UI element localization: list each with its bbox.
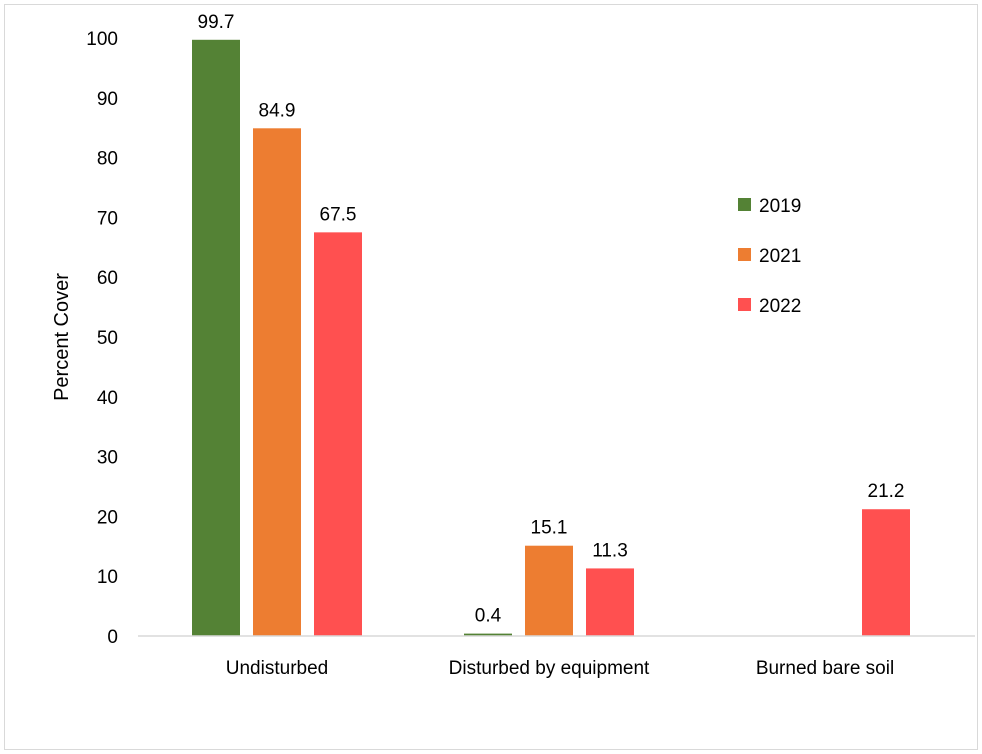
legend-swatch-2021 xyxy=(738,248,751,261)
y-tick-label-100: 100 xyxy=(86,29,118,50)
category-label-1: Disturbed by equipment xyxy=(449,658,650,679)
bar-2022-0 xyxy=(314,232,362,636)
y-tick-label-30: 30 xyxy=(97,448,118,469)
data-label-2022-0: 67.5 xyxy=(320,204,357,225)
legend-label-2022: 2022 xyxy=(759,296,801,317)
legend: 2019 2021 2022 xyxy=(738,196,801,317)
y-tick-label-60: 60 xyxy=(97,268,118,289)
bar-2022-1 xyxy=(586,568,634,636)
data-label-2022-2: 21.2 xyxy=(868,481,905,502)
data-labels: 99.7 84.9 67.5 0.4 15.1 11.3 21.2 xyxy=(198,12,905,627)
y-tick-label-70: 70 xyxy=(97,208,118,229)
bar-2019-0 xyxy=(192,39,240,636)
y-tick-label-0: 0 xyxy=(107,627,118,648)
y-tick-label-40: 40 xyxy=(97,388,118,409)
y-tick-label-20: 20 xyxy=(97,507,118,528)
data-label-2022-1: 11.3 xyxy=(592,540,628,561)
category-label-0: Undisturbed xyxy=(226,658,328,679)
legend-swatch-2019 xyxy=(738,198,751,211)
bar-chart: Percent Cover 0 10 20 30 40 50 60 70 80 90 100 99.… xyxy=(51,12,975,679)
data-label-2019-1: 0.4 xyxy=(475,606,502,627)
data-label-2021-0: 84.9 xyxy=(259,100,296,121)
y-axis-title: Percent Cover xyxy=(51,273,73,401)
y-tick-label-80: 80 xyxy=(97,149,118,170)
bar-2021-1 xyxy=(525,545,573,636)
category-label-2: Burned bare soil xyxy=(756,658,894,679)
y-axis-ticks: 0 10 20 30 40 50 60 70 80 90 100 xyxy=(86,29,118,648)
y-tick-label-90: 90 xyxy=(97,89,118,110)
y-tick-label-10: 10 xyxy=(97,567,118,588)
data-label-2021-1: 15.1 xyxy=(531,518,568,539)
chart-frame: Percent Cover 0 10 20 30 40 50 60 70 80 90 100 99.… xyxy=(4,4,978,750)
category-labels: Undisturbed Disturbed by equipment Burned … xyxy=(226,658,894,679)
legend-label-2019: 2019 xyxy=(759,196,801,217)
bar-2019-1 xyxy=(464,633,512,636)
bars xyxy=(192,39,910,636)
legend-swatch-2022 xyxy=(738,298,751,311)
y-tick-label-50: 50 xyxy=(97,328,118,349)
legend-label-2021: 2021 xyxy=(759,246,801,267)
bar-2021-0 xyxy=(253,128,301,636)
bar-2022-2 xyxy=(862,509,910,636)
data-label-2019-0: 99.7 xyxy=(198,12,235,33)
